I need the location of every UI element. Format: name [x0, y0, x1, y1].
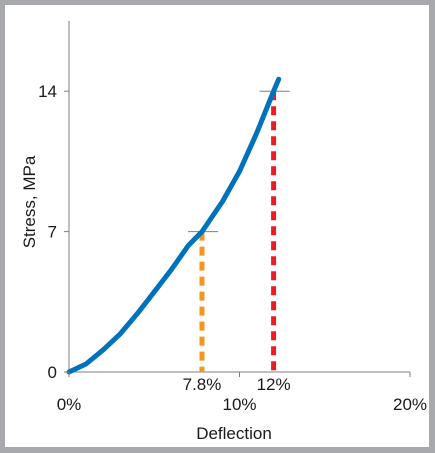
x-axis-title: Deflection: [196, 424, 272, 443]
ticks: 0 7 14 0% 10% 20%: [38, 82, 427, 414]
stress-deflection-chart: 7.8% 12% 0 7 14 0% 10% 20% Deflection Stress, …: [20, 21, 427, 443]
x-tick-label: 0%: [57, 395, 82, 414]
marker-lines: 7.8% 12%: [183, 90, 291, 394]
marker-label: 7.8%: [183, 375, 222, 394]
x-tick-label: 20%: [393, 395, 427, 414]
axes: [68, 21, 410, 373]
series-line: [66, 76, 282, 375]
y-tick-label: 14: [38, 82, 57, 101]
chart-frame: 7.8% 12% 0 7 14 0% 10% 20% Deflection Stress, …: [5, 5, 429, 447]
y-tick-label: 7: [48, 223, 57, 242]
x-tick-label: 10%: [222, 395, 256, 414]
y-tick-label: 0: [48, 363, 57, 382]
series-group: [66, 76, 282, 375]
marker-label: 12%: [257, 375, 291, 394]
y-axis-title: Stress, MPa: [20, 155, 39, 248]
